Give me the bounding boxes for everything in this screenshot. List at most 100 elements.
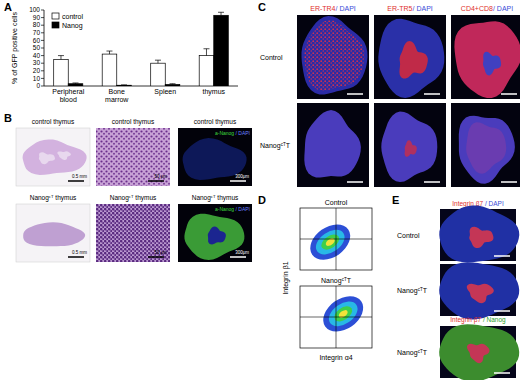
- label-line: Peripheral: [52, 88, 84, 96]
- text-run: CD4+CD8: [461, 5, 493, 12]
- y-tick: [41, 25, 44, 26]
- micrograph: [451, 15, 520, 99]
- legend-label: Nanog: [62, 22, 83, 30]
- text-run: / DAPI: [336, 5, 356, 12]
- text-run: thymus: [216, 194, 240, 202]
- image-bg: [96, 128, 170, 186]
- error-bar: [218, 12, 224, 15]
- bar: [214, 15, 229, 86]
- axis-title: Integrin β1: [282, 261, 290, 294]
- image-bg: [16, 204, 90, 262]
- x-tick-label: Peripheralblood: [52, 88, 84, 103]
- y-tick: [41, 86, 44, 87]
- row-label: Control: [397, 232, 420, 239]
- tissue: [459, 116, 515, 184]
- y-tick-label: 100: [29, 6, 40, 13]
- image-bg: [178, 128, 252, 186]
- micrograph: [451, 103, 520, 187]
- bar: [117, 85, 132, 86]
- y-tick: [41, 63, 44, 64]
- row-label: NanogcTT: [397, 287, 428, 296]
- y-tick-label: 90: [33, 14, 41, 21]
- plot-frame: [300, 286, 372, 348]
- scale-label: 300μm: [235, 250, 249, 255]
- text-run: / DAPI: [234, 130, 250, 136]
- text-run: / DAPI: [493, 5, 513, 12]
- y-tick-label: 20: [33, 67, 41, 74]
- image-bg: [374, 103, 446, 187]
- text-run: Integrin β7: [450, 316, 481, 324]
- y-tick: [41, 17, 44, 18]
- scale-bar: [494, 310, 510, 312]
- scale-label: 50 μm: [154, 250, 167, 255]
- scale-bar: [230, 256, 246, 258]
- image-bg: [451, 103, 520, 187]
- stain: [466, 122, 506, 173]
- image-bg: [451, 15, 520, 99]
- density-contour: [317, 289, 370, 339]
- error-bar: [203, 49, 209, 56]
- panel-label: A: [4, 1, 12, 13]
- label-line: marrow: [105, 96, 129, 103]
- row-label: NanogcTT: [397, 349, 428, 358]
- error-bar: [106, 51, 112, 54]
- image-title: control thymus: [112, 118, 155, 126]
- scale-bar: [424, 181, 440, 183]
- tissue: [454, 21, 520, 98]
- text-run: Control: [260, 54, 283, 61]
- y-tick: [41, 10, 44, 11]
- medulla: [39, 152, 55, 164]
- y-tick-label: 0: [36, 82, 40, 89]
- panel-label: B: [4, 112, 12, 124]
- y-tick-label: 70: [33, 29, 41, 36]
- y-tick: [41, 32, 44, 33]
- text-run: ER-TR5: [387, 5, 412, 12]
- scale-bar: [494, 255, 510, 257]
- micrograph: a-Nanog / DAPI300μm: [178, 204, 252, 262]
- bar: [165, 84, 180, 86]
- y-tick-label: 30: [33, 59, 41, 66]
- micrograph: 0.5 mm: [16, 204, 90, 262]
- image-title: NanogcT thymus: [30, 194, 77, 203]
- y-tick-label: 60: [33, 37, 41, 44]
- micrograph: [374, 103, 446, 187]
- tissue: [304, 110, 361, 177]
- medulla: [57, 151, 71, 160]
- plot-title: Control: [325, 199, 348, 206]
- scale-bar: [148, 180, 164, 182]
- scale-bar: [501, 93, 517, 95]
- text-run: Nanog: [397, 287, 418, 295]
- stain: [399, 41, 427, 79]
- error-line: [157, 60, 158, 63]
- text-run: Nanog: [30, 194, 50, 202]
- micrograph: [439, 324, 519, 380]
- scale-label: 300μm: [235, 174, 249, 179]
- micrograph: [297, 15, 369, 99]
- tissue: [439, 324, 519, 380]
- text-run: Nanog: [260, 142, 281, 150]
- stain: [467, 344, 490, 364]
- quadrant-line: [300, 239, 372, 240]
- bar: [199, 56, 214, 86]
- stain: [469, 227, 493, 248]
- micrograph: a-Nanog / DAPI300μm: [178, 128, 252, 186]
- error-cap: [155, 60, 161, 61]
- density-contour: [311, 225, 349, 260]
- text-run: / DAPI: [413, 5, 433, 12]
- scale-bar: [148, 256, 164, 258]
- image-title: control thymus: [194, 118, 237, 126]
- text-run: control thymus: [112, 118, 155, 126]
- error-line: [109, 51, 110, 54]
- image-bg: [297, 15, 369, 99]
- x-tick-label: thymus: [202, 88, 225, 96]
- scale-bar: [347, 181, 363, 183]
- scale-bar: [68, 180, 84, 182]
- image-title: NanogcT thymus: [110, 194, 157, 203]
- scale-bar: [424, 93, 440, 95]
- plot-title: NanogcTT: [321, 277, 352, 286]
- flow-plot: [300, 286, 372, 348]
- text-run: control thymus: [32, 118, 75, 126]
- error-cap: [170, 83, 176, 84]
- column-header: ER-TR5/ DAPI: [387, 5, 433, 12]
- column-header: Integrin β7 / Nanog: [450, 316, 506, 324]
